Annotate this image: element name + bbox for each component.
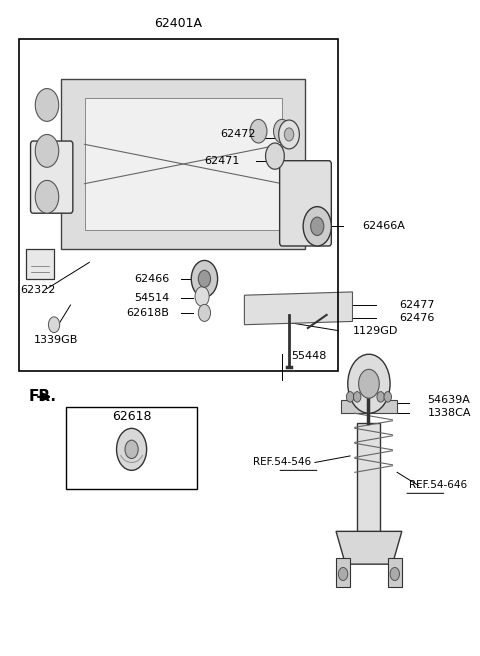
Bar [388,558,402,587]
Text: 54639A: 54639A [428,395,470,405]
Polygon shape [341,400,397,413]
Polygon shape [244,292,352,325]
Text: 62471: 62471 [204,155,240,166]
Text: 62466A: 62466A [362,221,405,232]
Circle shape [347,392,354,402]
Circle shape [353,392,361,402]
Text: 62472: 62472 [221,129,256,140]
Circle shape [192,260,217,297]
Circle shape [35,180,59,213]
Polygon shape [336,531,402,564]
Circle shape [48,317,60,333]
Text: REF.54-546: REF.54-546 [253,457,311,468]
Circle shape [198,270,211,287]
FancyBboxPatch shape [280,161,331,246]
Text: 62618B: 62618B [126,308,169,318]
Text: 62618: 62618 [112,410,151,423]
Circle shape [303,207,331,246]
Circle shape [348,354,390,413]
Circle shape [265,143,284,169]
Bar [19,39,338,371]
Polygon shape [61,79,305,249]
Text: 62476: 62476 [399,313,435,323]
Bar [357,423,380,535]
Text: 55448: 55448 [291,350,327,361]
Text: 62322: 62322 [20,285,55,295]
Circle shape [338,567,348,581]
Circle shape [195,287,209,306]
Circle shape [311,217,324,236]
Circle shape [377,392,384,402]
Circle shape [35,134,59,167]
Text: 62466: 62466 [134,274,169,284]
Text: 62401A: 62401A [155,16,203,30]
Text: REF.54-646: REF.54-646 [409,480,467,491]
Text: 1129GD: 1129GD [352,325,398,336]
Circle shape [274,119,290,143]
Polygon shape [84,98,282,230]
Circle shape [279,120,300,149]
Circle shape [284,128,294,141]
Circle shape [117,428,146,470]
Circle shape [198,304,211,321]
Circle shape [35,89,59,121]
Text: 1338CA: 1338CA [428,408,471,419]
Circle shape [359,369,379,398]
Bar [66,407,197,489]
Circle shape [384,392,392,402]
Text: FR.: FR. [28,390,56,404]
Bar [26,249,54,279]
Text: 62477: 62477 [399,300,435,310]
Text: 54514: 54514 [134,293,169,304]
Circle shape [125,440,138,459]
Circle shape [250,119,267,143]
FancyBboxPatch shape [31,141,73,213]
Circle shape [390,567,399,581]
Text: 1339GB: 1339GB [34,335,79,344]
Bar [336,558,350,587]
